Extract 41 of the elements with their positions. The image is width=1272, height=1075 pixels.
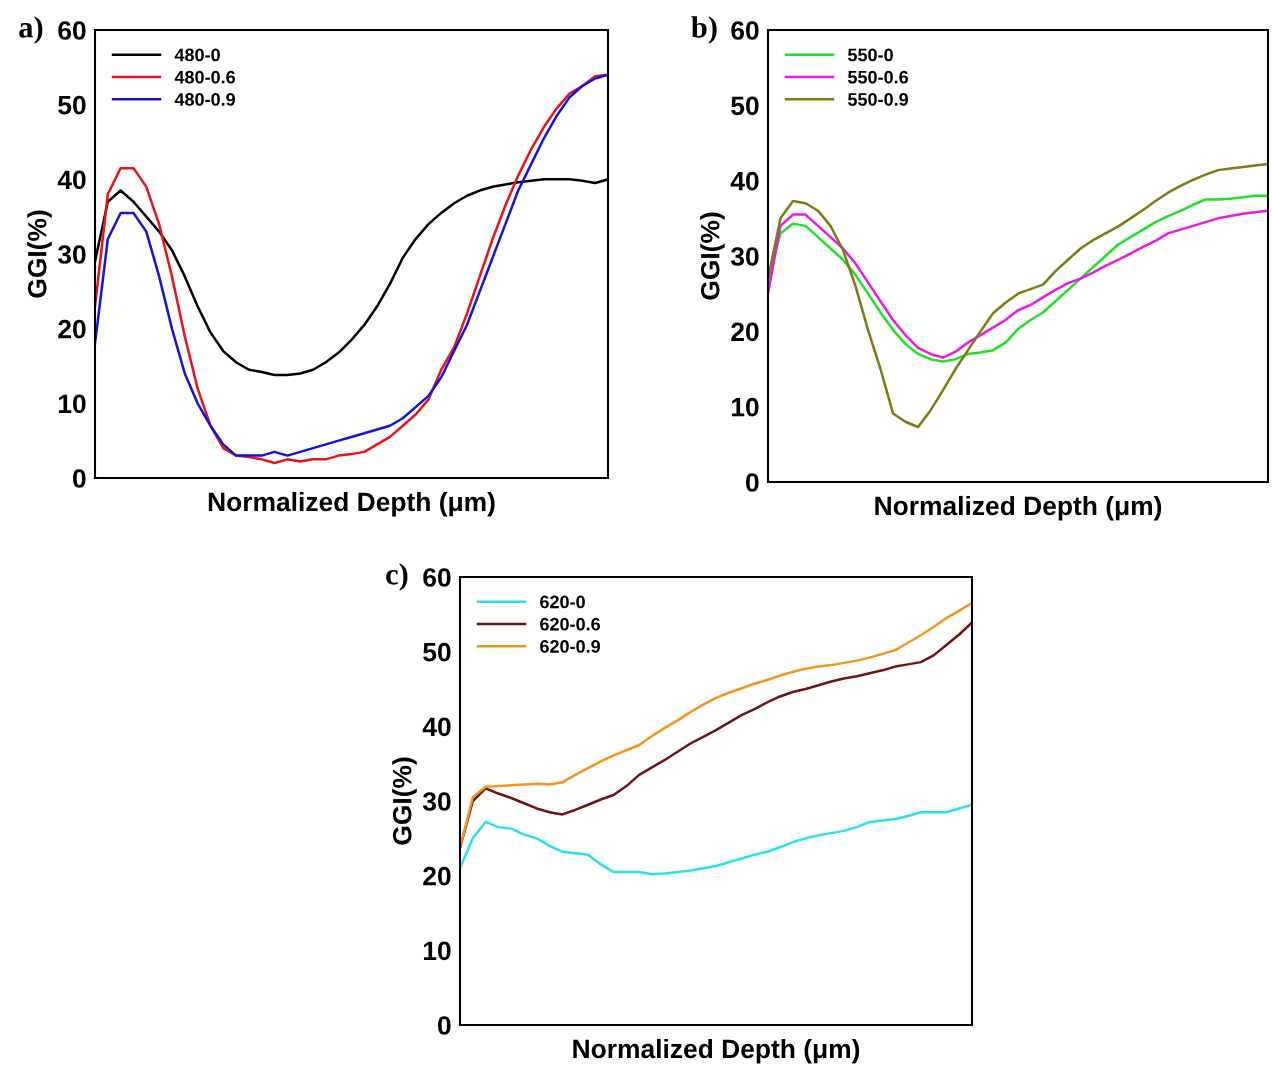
y-tick-label: 60: [58, 21, 86, 40]
y-axis-title: GGI(%): [392, 757, 417, 845]
y-axis-title: GGI(%): [700, 212, 725, 300]
y-tick-label: 60: [423, 568, 451, 587]
y-tick-label: 50: [731, 96, 759, 116]
legend-label: 550-0.9: [848, 93, 909, 106]
y-tick-label: 30: [57, 245, 86, 264]
y-tick-label: 20: [58, 319, 86, 339]
y-tick-label: 20: [731, 322, 759, 342]
line-series: [768, 162, 1268, 429]
line-series: [460, 803, 972, 876]
y-tick-label: 40: [730, 171, 759, 191]
legend-label: 620-0.9: [540, 640, 601, 653]
chart-title: a): [19, 16, 43, 44]
y-tick-label: 0: [746, 473, 759, 492]
chart-title: c): [386, 563, 408, 591]
y-tick-label: 10: [423, 941, 451, 961]
y-tick-label: 10: [58, 394, 86, 414]
legend-label: 620-0: [540, 595, 585, 609]
legend-label: 550-0.6: [848, 70, 909, 84]
legend-label: 480-0: [174, 48, 220, 62]
y-tick-label: 40: [57, 170, 86, 190]
y-tick-label: 10: [731, 397, 759, 417]
y-tick-label: 0: [438, 1016, 451, 1035]
chart-title: b): [691, 16, 717, 44]
y-tick-label: 30: [730, 247, 759, 266]
y-tick-label: 0: [73, 469, 86, 488]
y-tick-label: 50: [58, 95, 86, 115]
legend-label: 480-0.6: [174, 70, 236, 84]
legend-label: 620-0.6: [540, 617, 601, 631]
x-axis-title: Normalized Depth (μm): [208, 491, 495, 517]
y-tick-label: 40: [422, 717, 451, 737]
legend-label: 550-0: [848, 48, 893, 62]
legend-label: 480-0.9: [174, 93, 236, 106]
y-tick-label: 60: [731, 21, 759, 40]
y-tick-label: 20: [423, 866, 451, 886]
y-axis-title: GGI(%): [27, 210, 52, 298]
y-tick-label: 50: [423, 642, 451, 662]
y-tick-label: 30: [422, 792, 451, 811]
x-axis-title: Normalized Depth (μm): [573, 1038, 860, 1064]
x-axis-title: Normalized Depth (μm): [875, 495, 1162, 521]
